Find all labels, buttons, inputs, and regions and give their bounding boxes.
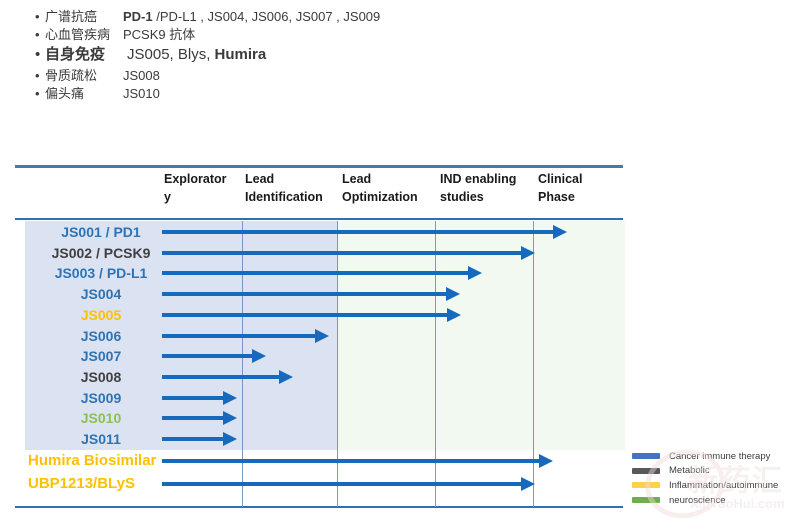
bullet-icon: • bbox=[35, 27, 40, 42]
therapeutic-area-item: • 自身免疫 JS005, Blys, Humira bbox=[35, 45, 380, 65]
pipeline-row-label: JS010 bbox=[80, 410, 122, 427]
arrow-head-icon bbox=[446, 287, 460, 302]
pipeline-arrow bbox=[162, 354, 253, 359]
pipeline-row-label: JS001 / PD1 bbox=[61, 224, 141, 240]
pipeline-row-label: Humira Biosimilar bbox=[28, 452, 157, 469]
bullet-icon: • bbox=[35, 9, 40, 24]
therapeutic-area-label: 广谱抗癌 bbox=[45, 9, 98, 24]
arrow-head-icon bbox=[521, 245, 535, 260]
arrow-head-icon bbox=[468, 266, 482, 281]
legend-label: Metabolic bbox=[669, 465, 710, 477]
arrow-head-icon bbox=[223, 390, 237, 405]
pipeline-row-label: JS005 bbox=[80, 306, 122, 323]
column-header-exploratory: Exploratory bbox=[164, 172, 227, 204]
legend-item: Inflammation/autoimmune bbox=[632, 478, 778, 493]
arrow-head-icon bbox=[447, 307, 461, 322]
arrow-head-icon bbox=[539, 454, 553, 468]
header-rule bbox=[15, 218, 623, 220]
therapeutic-area-item: • 广谱抗癌 PD-1 /PD-L1 , JS004, JS006, JS007 ,… bbox=[35, 8, 380, 25]
pipeline-arrow bbox=[162, 271, 469, 276]
late-stage-panel bbox=[337, 221, 625, 450]
top-rule bbox=[15, 165, 623, 168]
therapeutic-area-label: 心血管疾病 bbox=[45, 27, 111, 42]
pipeline-arrow bbox=[162, 230, 554, 234]
therapeutic-area-programs: JS005, Blys, Humira bbox=[127, 46, 267, 63]
bullet-icon: • bbox=[35, 86, 40, 101]
legend-item: neuroscience bbox=[632, 493, 778, 508]
pipeline-arrow bbox=[162, 292, 447, 297]
pipeline-arrow bbox=[162, 395, 224, 400]
bullet-icon: • bbox=[35, 68, 40, 83]
therapeutic-area-programs: PD-1 /PD-L1 , JS004, JS006, JS007 , JS00… bbox=[123, 9, 381, 24]
legend-label: Cancer immune therapy bbox=[669, 450, 771, 462]
legend: Cancer immune therapy Metabolic Inflammati… bbox=[632, 449, 778, 507]
therapeutic-area-label: 骨质疏松 bbox=[45, 68, 98, 83]
pipeline-row-label: JS009 bbox=[80, 389, 122, 406]
pipeline-arrow bbox=[162, 333, 316, 338]
pipeline-row-label: JS003 / PD-L1 bbox=[54, 265, 148, 282]
phase-gridline bbox=[435, 221, 436, 507]
pipeline-row-label: UBP1213/BLyS bbox=[28, 475, 135, 492]
legend-item: Cancer immune therapy bbox=[632, 449, 778, 464]
pipeline-arrow bbox=[162, 416, 224, 421]
therapeutic-area-programs: PCSK9 抗体 bbox=[123, 27, 196, 42]
pipeline-arrow bbox=[162, 482, 522, 486]
pipeline-row-label: JS006 bbox=[80, 327, 122, 344]
pipeline-arrow bbox=[162, 459, 540, 463]
arrow-head-icon bbox=[279, 369, 293, 384]
legend-swatch-icon bbox=[632, 497, 660, 504]
pipeline-arrow bbox=[162, 437, 224, 441]
legend-swatch-icon bbox=[632, 482, 660, 489]
arrow-head-icon bbox=[553, 225, 567, 239]
column-header-ind-enabling: IND enabling studies bbox=[440, 172, 517, 204]
arrow-head-icon bbox=[252, 349, 266, 364]
arrow-head-icon bbox=[521, 477, 535, 491]
pipeline-row-label: JS007 bbox=[80, 348, 122, 365]
pipeline-arrow bbox=[162, 374, 280, 379]
arrow-head-icon bbox=[315, 328, 329, 343]
therapeutic-area-programs: JS008 bbox=[123, 68, 160, 83]
therapeutic-area-item: • 骨质疏松 JS008 bbox=[35, 67, 380, 84]
legend-swatch-icon bbox=[632, 467, 660, 474]
phase-gridline bbox=[337, 221, 338, 507]
legend-label: Inflammation/autoimmune bbox=[669, 479, 779, 491]
legend-label: neuroscience bbox=[669, 494, 726, 506]
therapeutic-area-programs: JS010 bbox=[123, 86, 160, 101]
legend-item: Metabolic bbox=[632, 464, 778, 479]
column-header-lead-optimization: Lead Optimization bbox=[342, 172, 418, 204]
column-header-lead-identification: Lead Identification bbox=[245, 172, 323, 204]
pipeline-row-label: JS008 bbox=[80, 368, 122, 385]
pipeline-row-label: JS011 bbox=[81, 431, 121, 447]
therapeutic-area-item: • 偏头痛 JS010 bbox=[35, 85, 380, 102]
phase-gridline bbox=[533, 221, 534, 507]
pipeline-row-label: JS004 bbox=[80, 286, 122, 303]
arrow-head-icon bbox=[223, 432, 237, 446]
legend-swatch-icon bbox=[632, 453, 660, 460]
therapeutic-area-label: 自身免疫 bbox=[45, 46, 106, 63]
therapeutic-area-item: • 心血管疾病 PCSK9 抗体 bbox=[35, 26, 380, 43]
therapeutic-area-list: • 广谱抗癌 PD-1 /PD-L1 , JS004, JS006, JS007 ,… bbox=[35, 8, 380, 103]
arrow-head-icon bbox=[223, 411, 237, 426]
therapeutic-area-label: 偏头痛 bbox=[45, 86, 85, 101]
column-header-clinical-phase: Clinical Phase bbox=[538, 172, 583, 204]
bottom-rule bbox=[15, 506, 623, 508]
pipeline-arrow bbox=[162, 312, 448, 317]
pipeline-arrow bbox=[162, 250, 522, 255]
bullet-icon: • bbox=[35, 46, 41, 63]
phase-gridline bbox=[242, 221, 243, 507]
pipeline-row-label: JS002 / PCSK9 bbox=[51, 244, 151, 261]
